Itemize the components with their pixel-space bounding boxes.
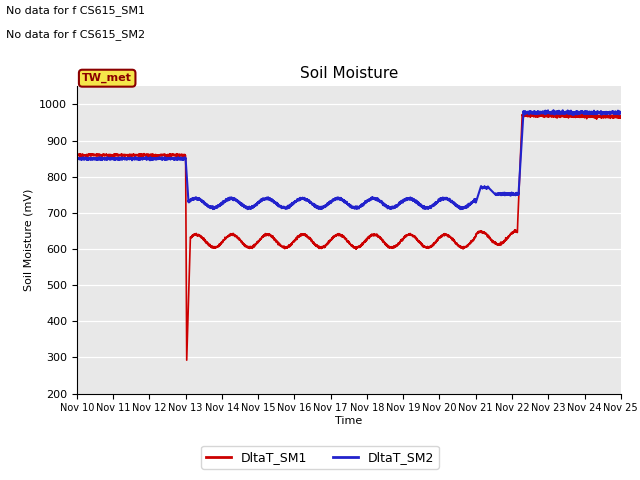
DltaT_SM2 (600, 110, 608, 116)
DltaT_SM2 (550, 108, 557, 113)
Text: No data for f CS615_SM1: No data for f CS615_SM1 (6, 5, 145, 16)
Line: DltaT_SM1: DltaT_SM1 (77, 113, 621, 360)
DltaT_SM2 (468, 200, 476, 206)
DltaT_SM1 (332, 232, 339, 238)
Text: TW_met: TW_met (82, 73, 132, 84)
DltaT_SM2 (301, 196, 309, 202)
DltaT_SM1 (306, 235, 314, 240)
X-axis label: Time: Time (335, 416, 362, 426)
DltaT_SM1 (301, 233, 309, 239)
Y-axis label: Soil Moisture (mV): Soil Moisture (mV) (24, 189, 33, 291)
DltaT_SM1 (183, 357, 191, 363)
DltaT_SM1 (600, 113, 608, 119)
DltaT_SM1 (468, 238, 476, 244)
Legend: DltaT_SM1, DltaT_SM2: DltaT_SM1, DltaT_SM2 (201, 446, 439, 469)
DltaT_SM2 (573, 110, 581, 116)
DltaT_SM2 (73, 156, 81, 162)
Title: Soil Moisture: Soil Moisture (300, 66, 398, 81)
Text: No data for f CS615_SM2: No data for f CS615_SM2 (6, 29, 145, 40)
DltaT_SM2 (617, 110, 625, 116)
DltaT_SM2 (306, 199, 314, 205)
DltaT_SM2 (332, 196, 339, 202)
DltaT_SM1 (522, 110, 529, 116)
DltaT_SM1 (73, 151, 81, 157)
DltaT_SM1 (573, 113, 581, 119)
DltaT_SM2 (244, 206, 252, 212)
DltaT_SM1 (617, 114, 625, 120)
Line: DltaT_SM2: DltaT_SM2 (77, 110, 621, 209)
